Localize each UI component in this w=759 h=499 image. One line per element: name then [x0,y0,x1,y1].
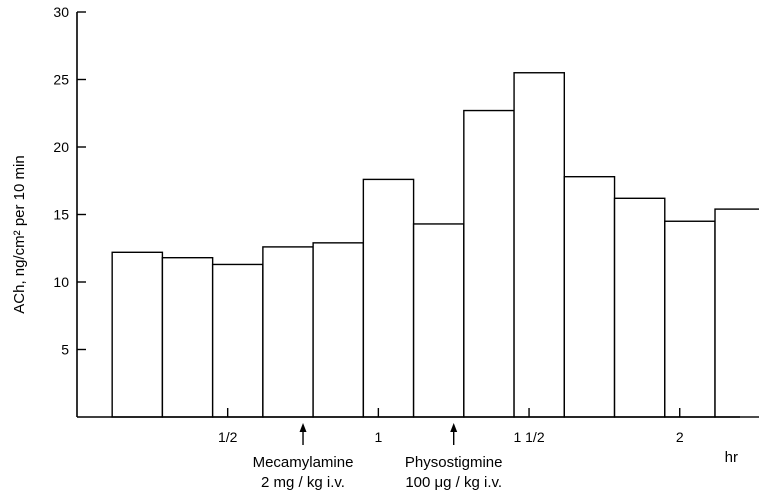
bar-6 [362,178,415,418]
annotation-2-line-1: Physostigmine [405,454,503,471]
y-tick-label-5: 5 [61,342,69,358]
bar-8 [463,109,515,418]
y-tick-label-25: 25 [53,72,69,88]
x-ticks-group: 1/2 1 1 1/2 2 [218,408,684,445]
x-axis-label: hr [725,449,738,466]
bar-11 [613,197,666,418]
bar-1 [111,251,164,418]
bar-3 [211,263,264,418]
x-tick-label-3: 1 1/2 [513,429,544,445]
annotation-1-line-1: Mecamylamine [253,454,354,471]
y-ticks-group: 5 10 15 20 25 30 [53,4,86,358]
x-tick-label-2: 1 [374,429,382,445]
annotation-1-line-2: 2 mg / kg i.v. [261,474,345,491]
bar-7 [412,223,465,418]
y-tick-label-10: 10 [53,274,69,290]
annotation-arrowhead-1 [299,423,307,432]
x-tick-label-4: 2 [676,429,684,445]
y-tick-label-30: 30 [53,4,69,20]
bar-2 [161,257,214,418]
y-axis-label: ACh, ng/cm² per 10 min [11,155,28,313]
bar-13 [714,208,759,418]
bars-group [111,72,759,418]
bar-12 [664,220,716,418]
bar-5 [312,242,365,418]
bar-4 [262,246,314,418]
y-tick-label-15: 15 [53,207,69,223]
bar-9 [513,72,566,418]
annotations-group: Mecamylamine 2 mg / kg i.v. Physostigmine 1… [253,423,503,491]
y-tick-label-20: 20 [53,139,69,155]
annotation-arrowhead-2 [450,423,458,432]
bar-10 [563,175,616,418]
annotation-2-line-2: 100 μg / kg i.v. [405,474,502,491]
x-tick-label-1: 1/2 [218,429,238,445]
